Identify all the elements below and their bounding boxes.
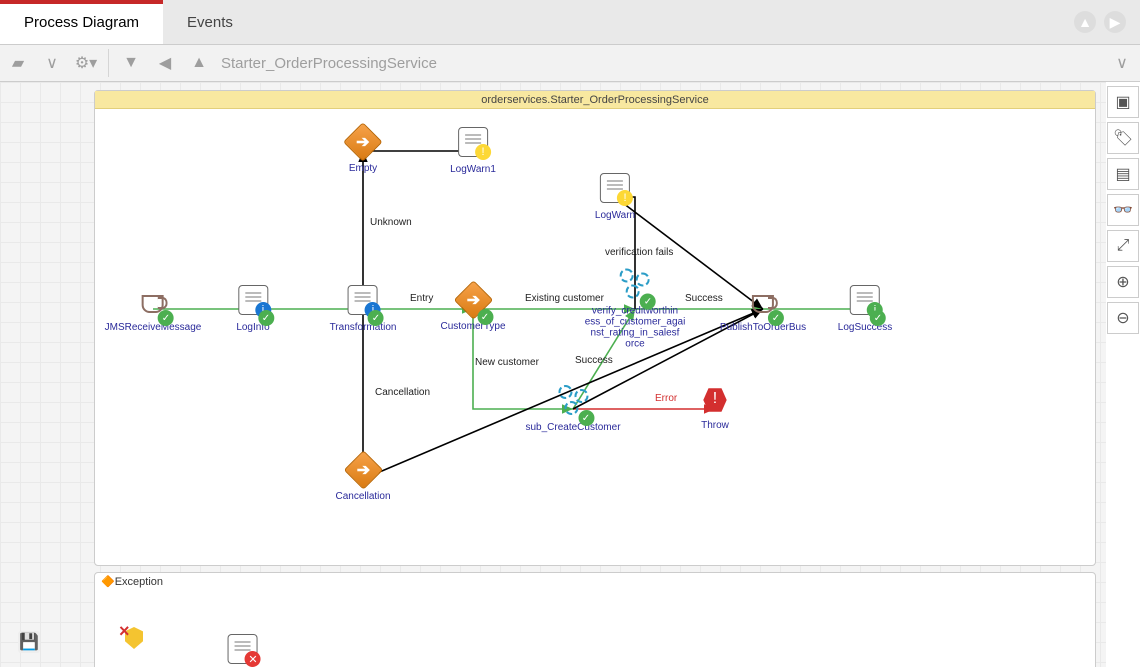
node-label: PublishToOrderBus: [720, 322, 806, 333]
node-label: LogWarn: [595, 210, 635, 221]
diagram-title: orderservices.Starter_OrderProcessingSer…: [95, 91, 1095, 109]
tag-icon[interactable]: 🏷: [1107, 122, 1139, 154]
node-subcreate[interactable]: ✓sub_CreateCustomer: [525, 385, 620, 433]
nav-up-icon[interactable]: ▲: [1074, 11, 1096, 33]
zoom-out-icon[interactable]: ⊖: [1107, 302, 1139, 334]
node-loginfo[interactable]: i✓LogInfo: [236, 285, 269, 333]
node-label: sub_CreateCustomer: [525, 422, 620, 433]
node-label: Throw: [701, 420, 729, 431]
gears-icon[interactable]: ⚙▾: [74, 51, 98, 75]
tab-bar: Process Diagram Events ▲ ▶: [0, 0, 1140, 44]
app-window: Process Diagram Events ▲ ▶ ▰ ∨ ⚙▾ ▼ ◀ ▲ …: [0, 0, 1140, 667]
chip-icon[interactable]: ▤: [1107, 158, 1139, 190]
node-empty[interactable]: ➔Empty: [349, 128, 377, 174]
tab-nav: ▲ ▶: [1074, 0, 1140, 44]
edge-label: Cancellation: [375, 387, 430, 398]
node-jms[interactable]: ✓JMSReceiveMessage: [105, 285, 202, 333]
chevron-down-icon[interactable]: ∨: [40, 51, 64, 75]
maximize-icon[interactable]: ▣: [1107, 86, 1139, 118]
triangle-up-icon[interactable]: ▲: [187, 51, 211, 75]
node-transform[interactable]: i✓Transformation: [330, 285, 397, 333]
edge-label: Unknown: [370, 217, 412, 228]
tab-events[interactable]: Events: [163, 0, 257, 44]
node-label: LogSuccess: [838, 322, 892, 333]
workspace[interactable]: orderservices.Starter_OrderProcessingSer…: [0, 82, 1106, 667]
right-rail: ▣ 🏷 ▤ 👓 ⤢ ⊕ ⊖: [1106, 82, 1140, 334]
edge-label: Error: [655, 393, 678, 404]
node-label: verify_creditworthin ess_of_customer_aga…: [585, 306, 686, 350]
node-customertype[interactable]: ➔✓CustomerType: [440, 286, 505, 332]
chevron-down-icon-2[interactable]: ∨: [1110, 51, 1134, 75]
zoom-in-icon[interactable]: ⊕: [1107, 266, 1139, 298]
contract-icon[interactable]: ⤢: [1107, 230, 1139, 262]
node-throw[interactable]: Throw: [701, 387, 729, 431]
node-publish[interactable]: ✓PublishToOrderBus: [720, 285, 806, 333]
node-label: Transformation: [330, 322, 397, 333]
breadcrumb: Starter_OrderProcessingService: [221, 55, 1100, 72]
edge-label: verification fails: [605, 247, 673, 258]
edge-label: Success: [685, 293, 723, 304]
edge-label: Entry: [410, 293, 433, 304]
separator: [108, 49, 109, 77]
node-logwarn[interactable]: !LogWarn: [595, 173, 635, 221]
node-logsuccess[interactable]: i✓LogSuccess: [838, 285, 892, 333]
triangle-down-icon[interactable]: ▼: [119, 51, 143, 75]
node-cancellation[interactable]: ➔Cancellation: [335, 456, 390, 502]
node-logerror[interactable]: ✕LogError: [224, 634, 263, 667]
diagram-panel: orderservices.Starter_OrderProcessingSer…: [94, 90, 1096, 566]
node-label: LogWarn1: [450, 164, 496, 175]
marker-icon[interactable]: ▰: [6, 51, 30, 75]
node-label: Empty: [349, 163, 377, 174]
diagram-canvas[interactable]: EntryUnknownCancellationExisting custome…: [95, 109, 1095, 565]
exception-panel: 🔶Exception ✕LogError: [94, 572, 1096, 667]
node-verify[interactable]: ✓verify_creditworthin ess_of_customer_ag…: [585, 269, 686, 350]
edge-label: Success: [575, 355, 613, 366]
save-icon[interactable]: 💾: [18, 631, 40, 653]
nav-right-icon[interactable]: ▶: [1104, 11, 1126, 33]
tab-process-diagram[interactable]: Process Diagram: [0, 0, 163, 44]
triangle-left-icon[interactable]: ◀: [153, 51, 177, 75]
tab-label: Events: [187, 14, 233, 31]
node-label: JMSReceiveMessage: [105, 322, 202, 333]
node-logwarn1[interactable]: !LogWarn1: [450, 127, 496, 175]
node-label: Cancellation: [335, 491, 390, 502]
binoculars-icon[interactable]: 👓: [1107, 194, 1139, 226]
tab-label: Process Diagram: [24, 14, 139, 31]
node-label: CustomerType: [440, 321, 505, 332]
exception-title: 🔶Exception: [101, 575, 1095, 588]
edge-label: New customer: [475, 357, 540, 368]
diagram-toolbar: ▰ ∨ ⚙▾ ▼ ◀ ▲ Starter_OrderProcessingServ…: [0, 44, 1140, 82]
